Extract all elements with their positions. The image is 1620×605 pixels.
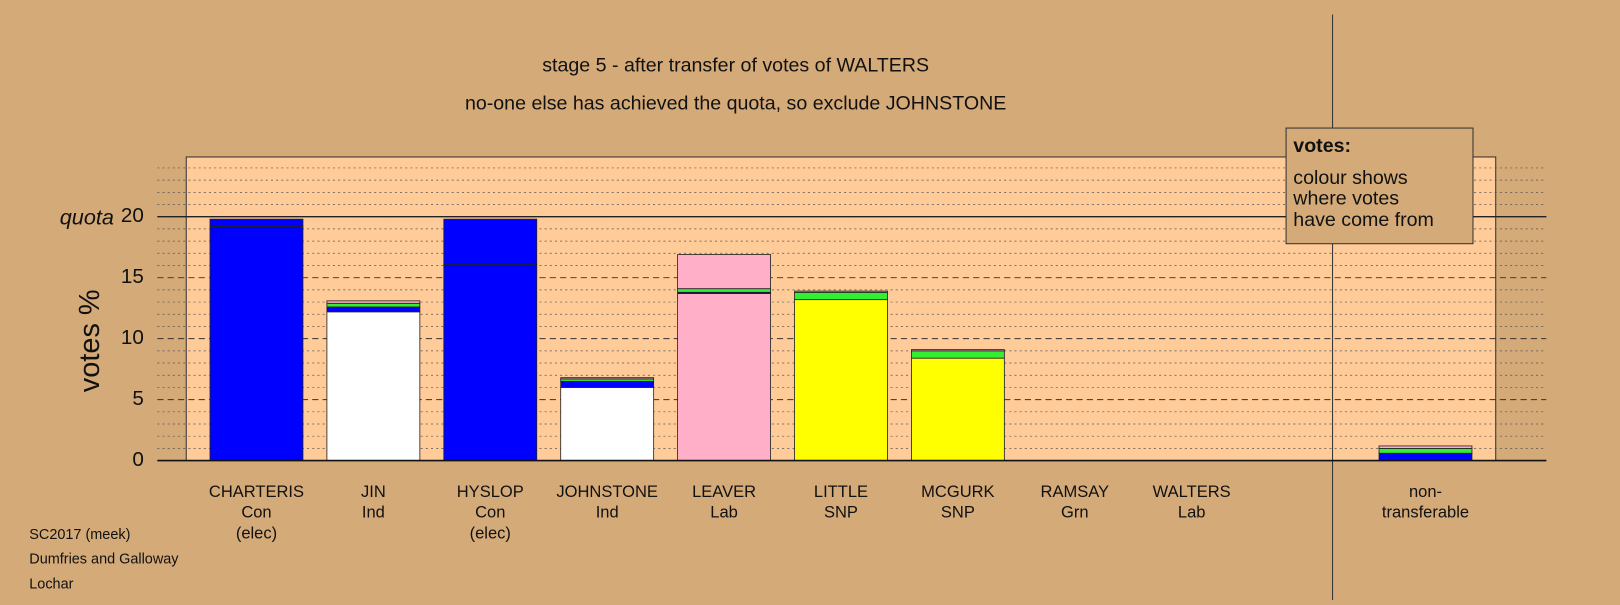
x-tick-label: SNP [941,503,975,522]
bar-segment [910,350,1005,359]
x-tick-label: non- [1409,482,1442,501]
quota-label: quota [60,205,114,230]
y-tick-label: 10 [121,326,144,349]
bar-segment [794,299,888,461]
x-tick-label: Lab [1178,503,1206,522]
legend-box [1285,127,1474,245]
x-tick-label: Con [475,503,505,522]
x-tick-label: RAMSAY [1041,482,1110,501]
chart-subtitle: no-one else has achieved the quota, so e… [465,92,1006,114]
y-tick-label: 5 [132,387,143,410]
footer-text: Dumfries and Galloway [29,552,179,568]
x-tick-label: Con [241,503,271,522]
bar-segment [1378,447,1473,454]
bar-segment [560,380,655,388]
y-tick-label: 0 [132,448,143,471]
bar-segment [910,357,1005,461]
x-tick-label: Ind [362,503,385,522]
bar-segment [326,306,421,313]
x-tick-label: LEAVER [692,482,756,501]
legend-text: have come from [1293,209,1434,231]
bar-segment [1378,445,1473,449]
x-tick-label: LITTLE [814,482,868,501]
bar-segment [794,290,888,293]
footer-text: SC2017 (meek) [29,527,130,543]
y-tick-label: 20 [121,204,144,227]
x-tick-label: Ind [596,503,619,522]
x-tick-label: MCGURK [921,482,994,501]
x-tick-label: Grn [1061,503,1089,522]
bar-segment [209,226,304,461]
bar-segment [677,288,771,293]
bar-segment [910,349,1005,352]
bar-segment [326,300,421,304]
bar-segment [677,254,771,290]
bar-segment [560,377,655,380]
bar-segment [443,263,538,461]
x-tick-label: CHARTERIS [209,482,304,501]
x-tick-label: WALTERS [1153,482,1231,501]
bar-segment [326,302,421,308]
bar-segment [443,218,538,265]
bar-segment [326,311,421,461]
legend-text: colour shows [1293,167,1408,189]
x-tick-label: Lab [710,503,738,522]
x-tick-label: JIN [361,482,386,501]
x-tick-label: JOHNSTONE [556,482,658,501]
bar-segment [560,387,655,461]
bar-segment [1378,452,1473,461]
legend-title: votes: [1293,135,1351,157]
y-axis-label: votes % [74,289,106,392]
y-tick-label: 15 [121,265,144,288]
bar-segment [677,293,771,461]
x-tick-label: (elec) [236,523,277,542]
x-tick-label: transferable [1382,503,1469,522]
x-tick-label: HYSLOP [457,482,524,501]
footer-text: Lochar [29,576,73,592]
x-tick-label: SNP [824,503,858,522]
legend-text: where votes [1292,187,1399,209]
bar-segment [794,291,888,301]
chart-title: stage 5 - after transfer of votes of WAL… [542,54,929,76]
x-tick-label: (elec) [470,523,511,542]
bar-segment [209,218,304,227]
